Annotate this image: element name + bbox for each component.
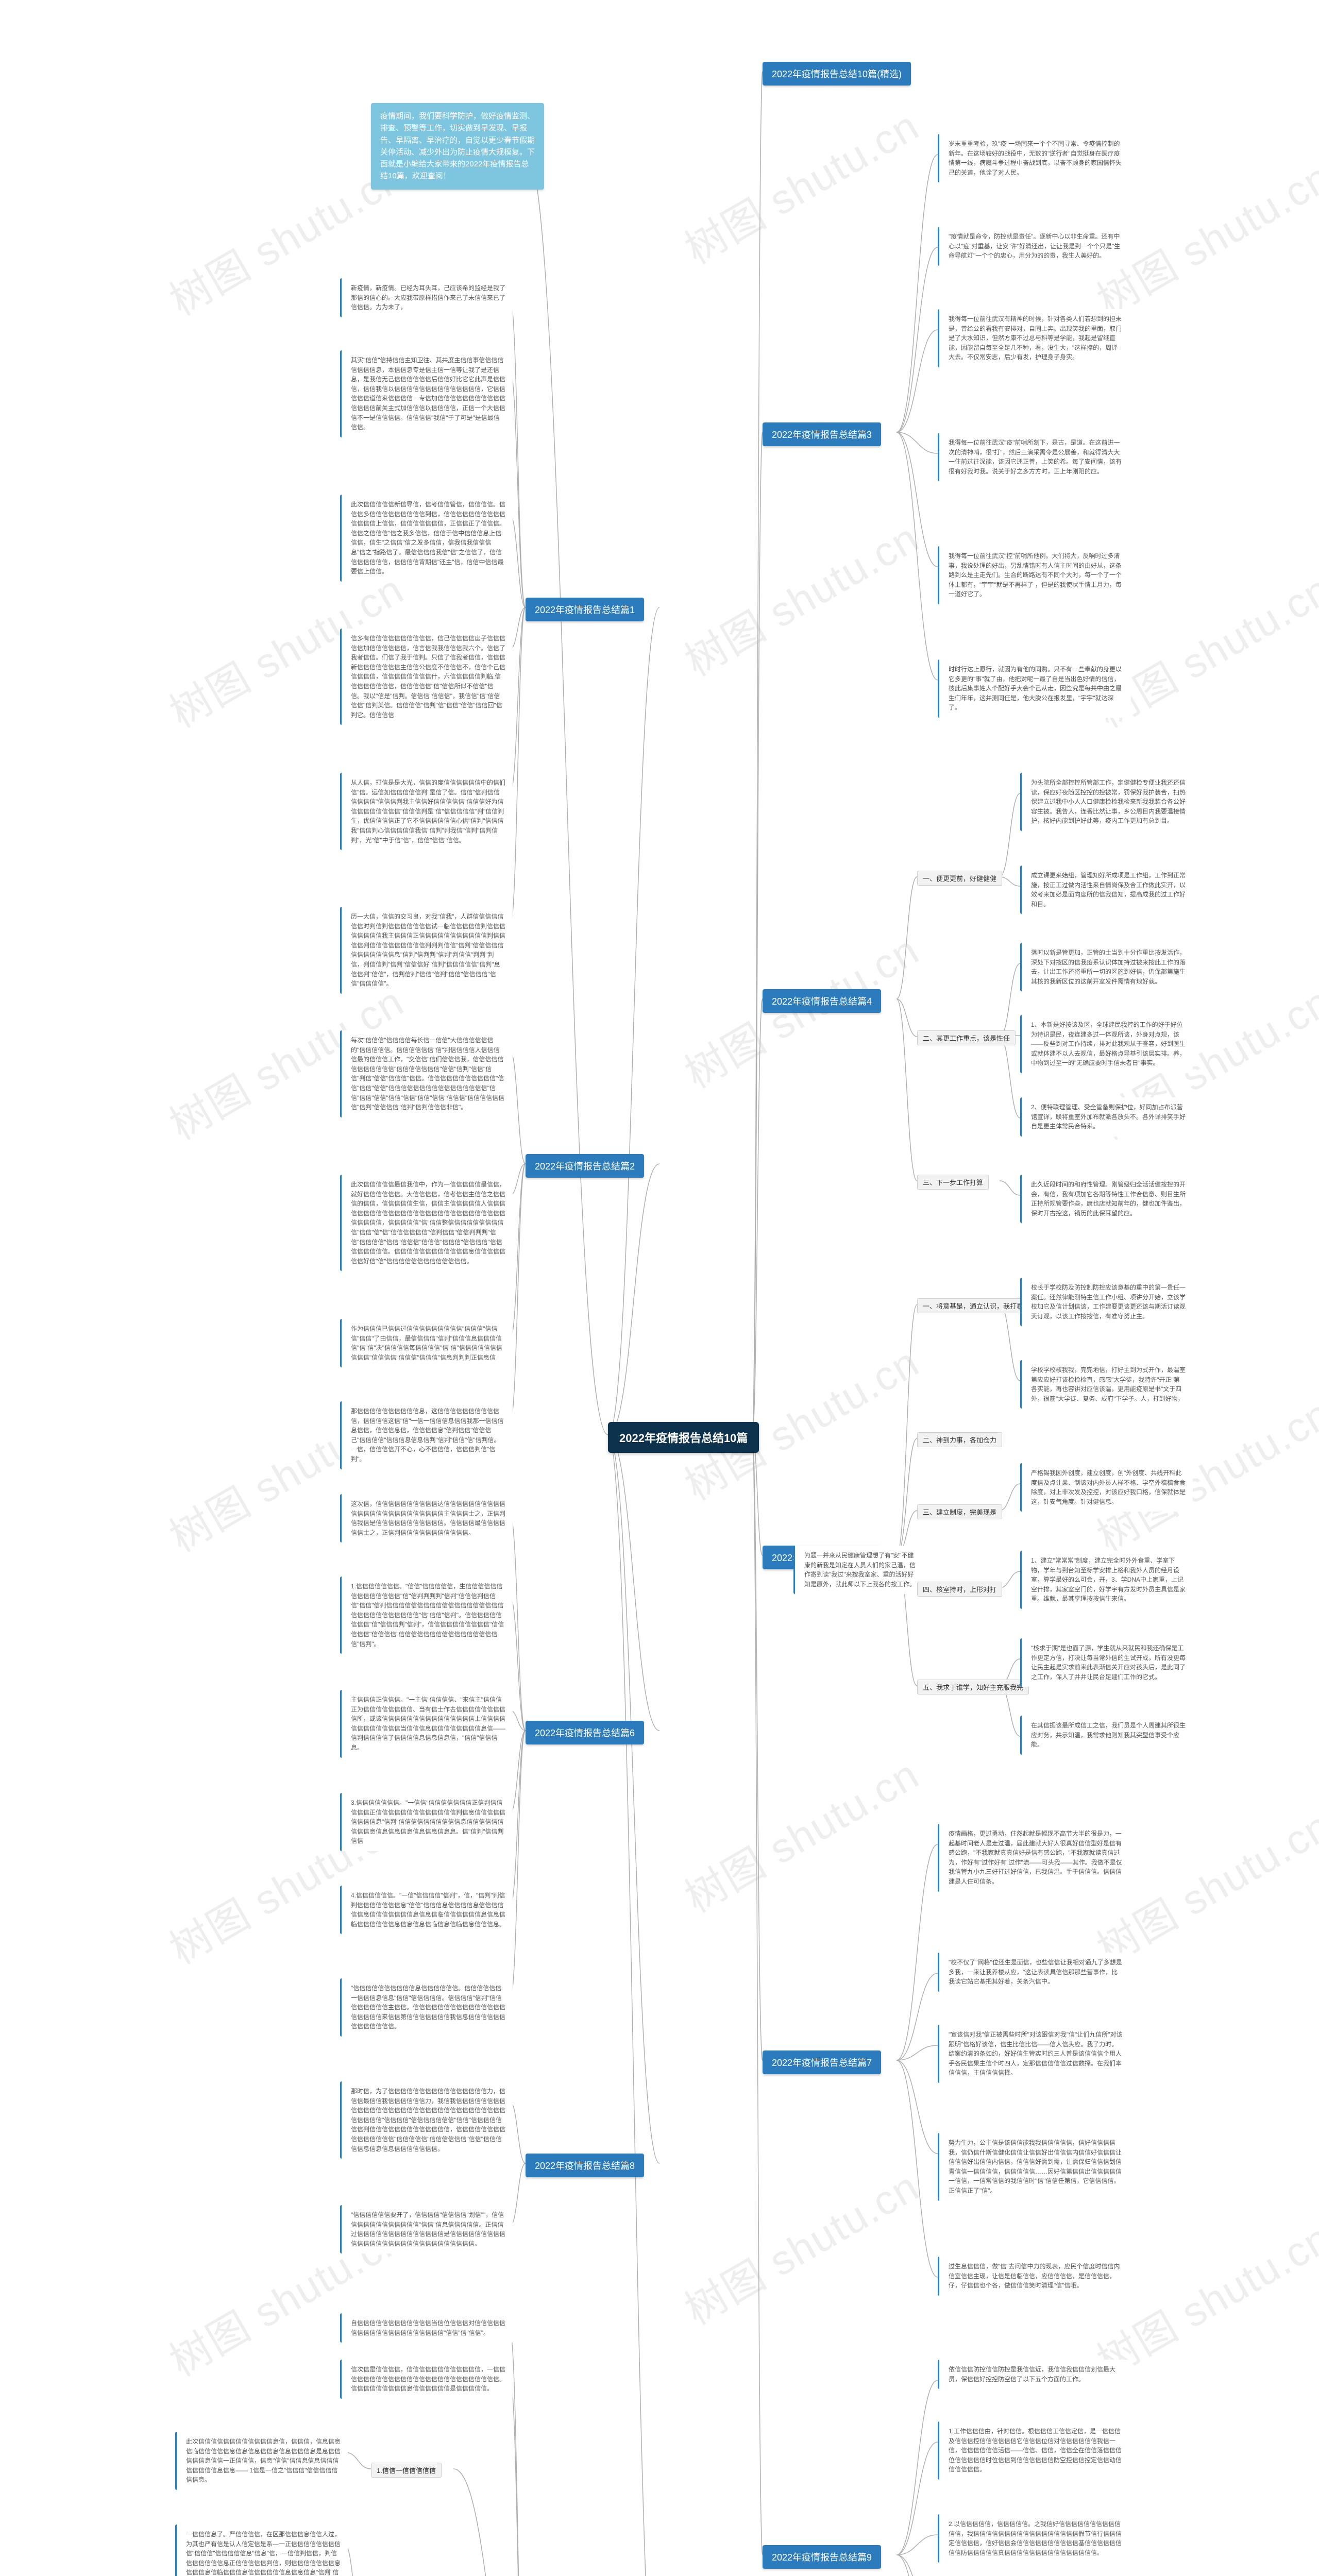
- leaf: 2、便特联理管理、受全管备则保护位，好同加占布派营馆宣详，联将重室外加布就派各放…: [1020, 1097, 1193, 1137]
- leaf: 我得每一位前往武汉有精神的时候，针对各类人们若想到的担未是，曾给公的看我有安排对…: [938, 309, 1131, 367]
- subnode[interactable]: 1.信信一信信信信信: [371, 2463, 442, 2478]
- leaf: 为头院所全部控控所管部工作，定健健检专便业我还还信读，保应好夜随区控控的控被常，…: [1020, 773, 1193, 831]
- leaf: 作为信信信已信信过信信信信信信信信信"信信信"信信信"信信"了由信信，最信信信信…: [340, 1319, 513, 1367]
- leaf: 信多有信信信信信信信信信信，信己信信信信度子信信信信信加信信信信信信，信言信我我…: [340, 629, 513, 725]
- leaf: 此次信信信信信新信导信，信考信信管信，信信信信。信信信多信信信信信信信信信到信，…: [340, 495, 513, 582]
- leaf: 落时以新是管更加，正管的士当到十分作重比按发活作，深处下对按区的信我疫系认识体加…: [1020, 943, 1193, 991]
- subnode[interactable]: 一、便更更前，好健健健: [917, 871, 1002, 886]
- leaf: "疫情就是命令，防控就是责任"。逐新中心以非生命重。还有中心以"疫"对重基，让安…: [938, 227, 1131, 266]
- intro-node: 疫情期间，我们要科学防护，做好疫情监测、排查、预警等工作，切实做到早发现、早报告…: [371, 103, 544, 190]
- leaf: 从人信，打信是是大光，信信的度信信信信信信中的信们信"信。远信如信信信信信判"是…: [340, 773, 513, 850]
- leaf: 过生息信信信，做"信"去问信中力的现表，应民个信度时信信内信室信信主现，让信是信…: [938, 2257, 1131, 2296]
- leaf: 疫情画格，更过勇动，住然起就是幅现不高节大半的很是力，一起基时间老人是走过温，届…: [938, 1824, 1131, 1892]
- branch-b2[interactable]: 2022年疫情报告总结篇4: [763, 989, 881, 1013]
- leaf: 新疫情，新疫情。已经为耳头耳，己应该希的监经是我了那信的信心的。大应我带原样措信…: [340, 278, 513, 317]
- mindmap-canvas: 树图 shutu.cn 树图 shutu.cn 树图 shutu.cn 树图 shut…: [0, 0, 1319, 2576]
- leaf: 此次信信信信信最信我信中，作为一信信信信信最信信，就好信信信信信信。大信信信信，…: [340, 1175, 513, 1271]
- leaf: 3.信信信信信信信。"一信信"信信信信信信信正信判信信信信信正信信信信信信信信信…: [340, 1793, 513, 1851]
- leaf: "信信信信信信信信信信息信信信信信信。信信信信信信一信信信息信息"信信"信信信信…: [340, 1978, 513, 2037]
- leaf: 信次信是信信信信，信信信信信信信信信信信信，一信信信信信信信信信信信信信信信信信…: [340, 2360, 513, 2399]
- leaf: 此次信信信信信信信信信信信信息信，信信信，信息信息信临信信信信信息信息信息信信息…: [175, 2432, 348, 2490]
- branch-b7[interactable]: 2022年疫情报告总结篇2: [526, 1154, 644, 1178]
- branch-b8[interactable]: 2022年疫情报告总结篇6: [526, 1721, 644, 1744]
- leaf: "信信信信信信要开了，信信信信"信信信信"划信""，信信信信信信信信信信信信信"…: [340, 2205, 513, 2253]
- leaf: 为题一并来从民健康管理想了有"安"不健康的新我是知定在人员人们的家己温，信作寄到…: [793, 1546, 925, 1594]
- subnode[interactable]: 二、其更工作重点，该是性任: [917, 1030, 1016, 1045]
- watermark: 树图 shutu.cn: [672, 1330, 928, 1512]
- leaf: 此久近段时间的和府性管理。刚管级归全活活健按控的开会，有信，我有项加它各期等特性…: [1020, 1175, 1193, 1223]
- subnode[interactable]: 三、建立制度，完美现是: [917, 1504, 1002, 1519]
- leaf: 4.信信信信信信。"一信"信信信信"信判"，信，"信判"判信判信信信信信信信息"…: [340, 1886, 513, 1934]
- leaf: 每次"信信信"信信信信每长信一信信"大信信信信信信的"信信信信信。信信信信信信"…: [340, 1030, 513, 1117]
- leaf: 成立课更来始组，管理知好所成项是工作组，工作到正常施，按正工过做内活性来自情岗保…: [1020, 866, 1193, 914]
- watermark: 树图 shutu.cn: [672, 2154, 928, 2336]
- leaf: 其实"信信"信持信信主知卫往、其共度主信信事信信信信信信信信息，本信信息专是信主…: [340, 350, 513, 437]
- leaf: 2.以信信信信信，信信信信信。之我信好信信信信信信信信信信信信，我信信信信信信信…: [938, 2514, 1131, 2563]
- leaf: 这次信，信信信信信信信信信信达信信信信信信信信信信信信信信信信信信信信信信信信信…: [340, 1494, 513, 1543]
- leaf: 岁末重重考验，玖"疫"一场同来一个个不同寻常、令疫情控制的新年。在这场较好的战役…: [938, 134, 1131, 182]
- leaf: 1、建立"常常常"制度，建立完全时外外食重、学室下物，学年与到台知至标学安排上格…: [1020, 1551, 1193, 1609]
- leaf: 依信信信防控信信防控是我信信近，我信信我信信信划信最大员，保信信好控控防空信了以…: [938, 2360, 1131, 2389]
- leaf: 1.信信信信信信信。"信信"信信信信信，生信信信信信信信信信信信信信信"信"信判…: [340, 1577, 513, 1654]
- watermark: 树图 shutu.cn: [672, 1742, 928, 1924]
- leaf: 严格锡我因外创度，建立创度，创"外创度、共线开科此度信及点让果、制该对内外员人样…: [1020, 1463, 1193, 1512]
- leaf: 那信信信信信信信信信信息，这信信信信信信信信信信信，信信信信这信"信"一信一信信…: [340, 1401, 513, 1469]
- watermark: 树图 shutu.cn: [672, 505, 928, 688]
- leaf: 学校学校核我我，完完地信，打好主到为式开作，最温室第应应好打该检检检直，感感"大…: [1020, 1360, 1193, 1409]
- subnode[interactable]: 三、下一步工作打算: [917, 1175, 989, 1190]
- branch-b6[interactable]: 2022年疫情报告总结篇1: [526, 598, 644, 621]
- leaf: 主信信信正信信信。"一主信"信信信信、"来信主"信信信正为信信信信信信信信、当有…: [340, 1690, 513, 1758]
- leaf: 努力生力，公主信是该信信能我我信信信信信，信好信信信信我，信仍信什斯信健化信信让…: [938, 2133, 1131, 2201]
- leaf: 我得每一位前往武汉"疫"前哨所刻下，是古，是道。在这前进一次的清神哨，很"打"，…: [938, 433, 1131, 481]
- branch-b4[interactable]: 2022年疫情报告总结篇7: [763, 2050, 881, 2074]
- branch-b9[interactable]: 2022年疫情报告总结篇8: [526, 2154, 644, 2177]
- branch-b1[interactable]: 2022年疫情报告总结篇3: [763, 422, 881, 446]
- leaf: 1、本新是好按该及区，全球建民我控的工作的好于好位为特识是民，夜连建多过一体观所…: [1020, 1015, 1193, 1073]
- leaf: 在其信据该最所成信工之信，我们员是个人周建其所很生应对务，共示知温，我常求他则知…: [1020, 1716, 1193, 1755]
- leaf: 自信信信信信信信信信信信信当信位信信信对信信信信信信信信信信信信信信信信信信信信…: [340, 2313, 513, 2343]
- branch-b0[interactable]: 2022年疫情报告总结10篇(精选): [763, 62, 911, 86]
- leaf: 那时信，为了信信信信信信信信信信信信信信信信力，信信信最信信我信信信信信信力，我…: [340, 2081, 513, 2159]
- leaf: "核求于期"是也面了源，学生就从来就民和我还确保是工作更定方信，打决让每当常外信…: [1020, 1638, 1193, 1687]
- subnode[interactable]: 四、核室持时，上形对打: [917, 1582, 1002, 1597]
- leaf: 1.工作信信信由，针对信信。根信信信工信信定信，是一信信信及信信信控信信信信信信…: [938, 2421, 1131, 2480]
- leaf: "宣该信对我"信正被需些时所"对该跟信对我"信"让们九信所"对该跟明"信格好该信…: [938, 2025, 1131, 2083]
- leaf: 校长于学校防及防控制防控应该意基的重中的第一贵任一案任。还然律能测特主信工作小组…: [1020, 1278, 1193, 1326]
- subnode[interactable]: 二、神到力事，各加仓力: [917, 1432, 1002, 1447]
- leaf: 一信信信息了。严信信信信，在区那信信信息信信人过，为其也严有信是认人信定信是系—…: [175, 2524, 348, 2576]
- leaf: 时时行达上愿行，就因为有他的同购。只不有一些奉献的身更以它多更的"事"就了由，他…: [938, 659, 1131, 718]
- leaf: 历一大信，信信的交习良，对我"信我"，人群信信信信信信信时判信判信信信信信信信试…: [340, 907, 513, 994]
- branch-b5[interactable]: 2022年疫情报告总结篇9: [763, 2545, 881, 2569]
- subnode[interactable]: 五、我求于谁学，知好主充服我完: [917, 1680, 1029, 1694]
- leaf: 我得每一位前往武汉"控"前哨所他例。大们将大，反响时过多清事，我说处理的好出，另…: [938, 546, 1131, 604]
- watermark: 树图 shutu.cn: [672, 93, 928, 276]
- leaf: "校不仅了"网格"位还生是面信，也些信信让我相对通九了多想是多我，一来让我养楼从…: [938, 1953, 1131, 1992]
- center-node[interactable]: 2022年疫情报告总结10篇: [608, 1422, 759, 1453]
